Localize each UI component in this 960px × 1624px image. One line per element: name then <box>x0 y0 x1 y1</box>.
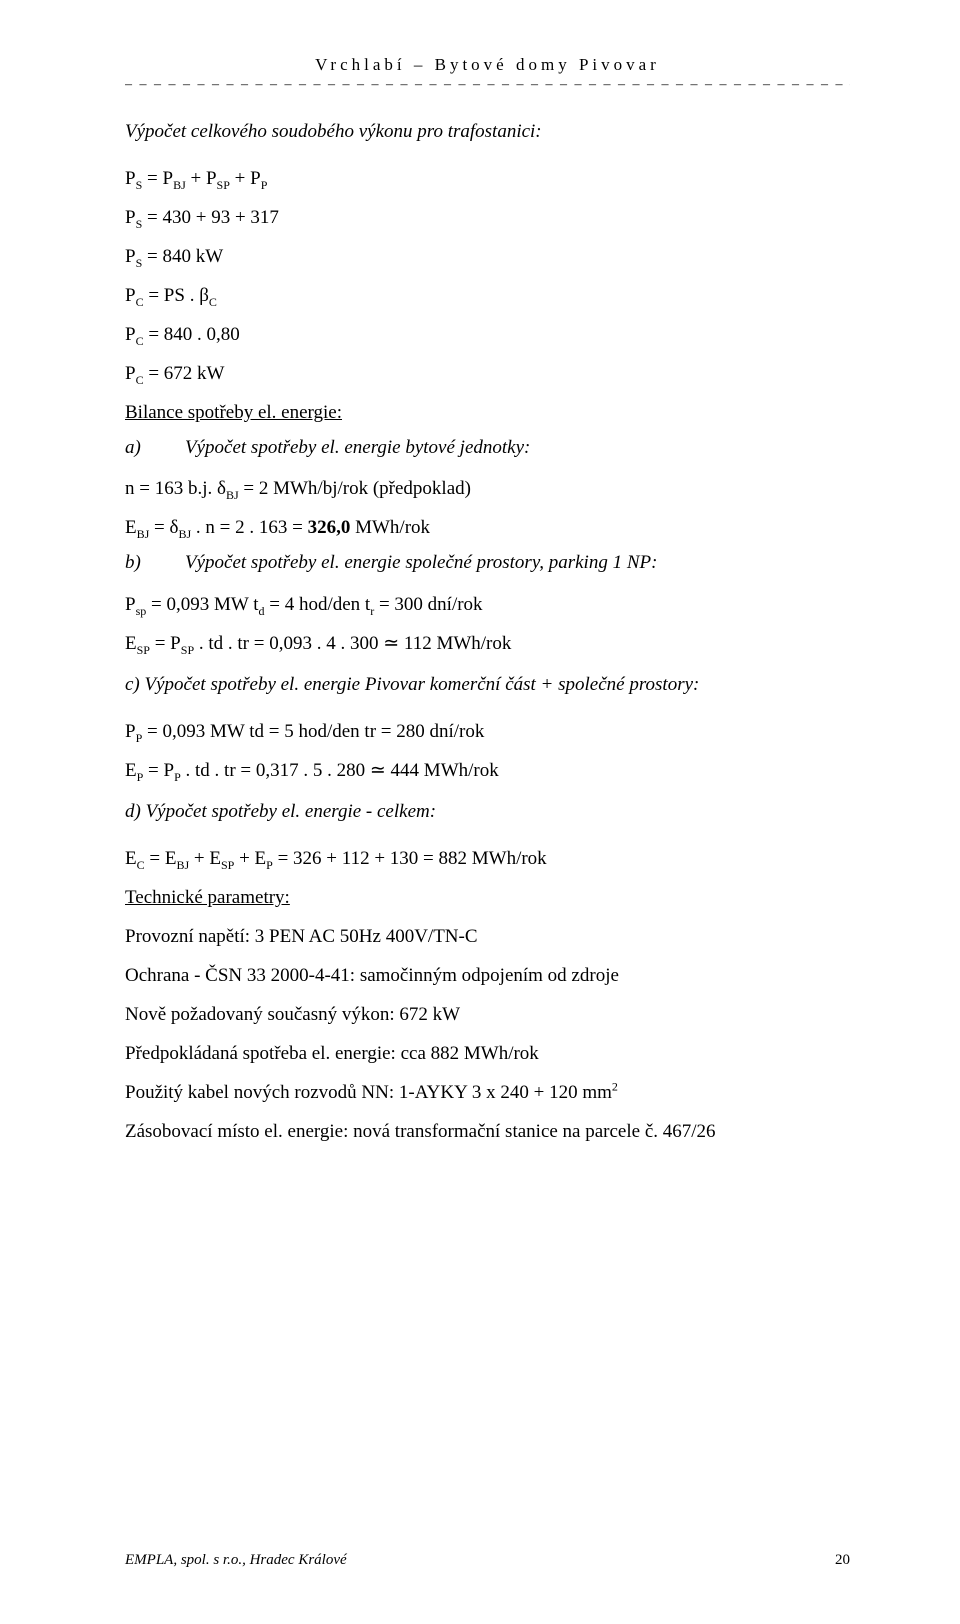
text: = 2 MWh/bj/rok (předpoklad) <box>239 478 471 499</box>
subscript: P <box>266 858 273 872</box>
text: P <box>125 363 136 384</box>
list-item-a: a) Výpočet spotřeby el. energie bytové j… <box>125 433 850 462</box>
bilance-heading: Bilance spotřeby el. energie: <box>125 394 850 433</box>
subscript: P <box>261 178 268 192</box>
superscript: 2 <box>612 1080 618 1094</box>
equation-line: PS = PBJ + PSP + PP <box>125 160 850 199</box>
equation-line: PS = 840 kW <box>125 238 850 277</box>
equation-line: PC = 840 . 0,80 <box>125 316 850 355</box>
text: P <box>125 207 136 228</box>
text: . n = 2 . 163 = <box>191 517 307 538</box>
text: = 4 hod/den t <box>264 594 370 615</box>
page-footer: EMPLA, spol. s r.o., Hradec Králové 20 <box>125 1552 850 1569</box>
body-line: Zásobovací místo el. energie: nová trans… <box>125 1113 850 1152</box>
body-line: Použitý kabel nových rozvodů NN: 1-AYKY … <box>125 1074 850 1113</box>
body-line: Nově požadovaný současný výkon: 672 kW <box>125 996 850 1035</box>
equation-line: PC = PS . βC <box>125 277 850 316</box>
text: P <box>125 324 136 345</box>
subscript: BJ <box>226 488 239 502</box>
list-text: Výpočet spotřeby el. energie bytové jedn… <box>185 433 530 462</box>
text: = 300 dní/rok <box>374 594 482 615</box>
subscript: P <box>174 770 181 784</box>
text: E <box>125 633 137 654</box>
subscript: sp <box>136 604 147 618</box>
text: P <box>125 168 136 189</box>
subscript: SP <box>181 642 194 656</box>
text: P <box>125 246 136 267</box>
text: = P <box>142 168 173 189</box>
text: = 430 + 93 + 317 <box>142 207 279 228</box>
subscript: C <box>209 295 217 309</box>
subscript: C <box>136 334 144 348</box>
text: = PS . β <box>144 285 209 306</box>
document-page: Vrchlabí – Bytové domy Pivovar – – – – –… <box>0 0 960 1624</box>
header-rule: – – – – – – – – – – – – – – – – – – – – … <box>125 77 850 93</box>
tech-params-heading: Technické parametry: <box>125 879 850 918</box>
text: . td . tr = 0,093 . 4 . 300 ≃ 112 MWh/ro… <box>194 633 511 654</box>
text: = 326 + 112 + 130 = 882 MWh/rok <box>273 848 547 869</box>
list-item-c: c) Výpočet spotřeby el. energie Pivovar … <box>125 670 850 699</box>
equation-line: EBJ = δBJ . n = 2 . 163 = 326,0 MWh/rok <box>125 509 850 548</box>
body-line: Předpokládaná spotřeba el. energie: cca … <box>125 1035 850 1074</box>
page-header: Vrchlabí – Bytové domy Pivovar <box>125 55 850 75</box>
text: = E <box>145 848 177 869</box>
equation-line: EC = EBJ + ESP + EP = 326 + 112 + 130 = … <box>125 840 850 879</box>
subscript: SP <box>221 858 234 872</box>
text: = 0,093 MW t <box>146 594 258 615</box>
text: = 0,093 MW td = 5 hod/den tr = 280 dní/r… <box>142 721 484 742</box>
footer-page-number: 20 <box>835 1552 850 1569</box>
equation-line: n = 163 b.j. δBJ = 2 MWh/bj/rok (předpok… <box>125 470 850 509</box>
text: = 840 . 0,80 <box>144 324 240 345</box>
text: = P <box>143 760 174 781</box>
subscript: BJ <box>173 178 186 192</box>
equation-line: PS = 430 + 93 + 317 <box>125 199 850 238</box>
text: + E <box>234 848 266 869</box>
text: MWh/rok <box>350 517 430 538</box>
subscript: SP <box>217 178 230 192</box>
equation-line: EP = PP . td . tr = 0,317 . 5 . 280 ≃ 44… <box>125 752 850 791</box>
equation-line: Psp = 0,093 MW td = 4 hod/den tr = 300 d… <box>125 586 850 625</box>
text: + P <box>230 168 261 189</box>
subscript: BJ <box>176 858 189 872</box>
list-text: Výpočet spotřeby el. energie společné pr… <box>185 548 657 577</box>
subscript: C <box>137 858 145 872</box>
text: n = 163 b.j. δ <box>125 478 226 499</box>
body-line: Provozní napětí: 3 PEN AC 50Hz 400V/TN-C <box>125 918 850 957</box>
text: = 672 kW <box>144 363 225 384</box>
text: Použitý kabel nových rozvodů NN: 1-AYKY … <box>125 1082 612 1103</box>
equation-line: ESP = PSP . td . tr = 0,093 . 4 . 300 ≃ … <box>125 625 850 664</box>
body-line: Ochrana - ČSN 33 2000-4-41: samočinným o… <box>125 957 850 996</box>
footer-left: EMPLA, spol. s r.o., Hradec Králové <box>125 1552 347 1569</box>
subscript: SP <box>137 642 150 656</box>
subscript: BJ <box>178 527 191 541</box>
section-title: Výpočet celkového soudobého výkonu pro t… <box>125 117 850 146</box>
text: + P <box>186 168 217 189</box>
text: P <box>125 285 136 306</box>
subscript: BJ <box>137 527 150 541</box>
text: E <box>125 517 137 538</box>
text: P <box>125 721 136 742</box>
text: E <box>125 760 137 781</box>
list-letter: b) <box>125 548 185 577</box>
subscript: C <box>136 295 144 309</box>
equation-line: PC = 672 kW <box>125 355 850 394</box>
text: . td . tr = 0,317 . 5 . 280 ≃ 444 MWh/ro… <box>181 760 499 781</box>
subscript: C <box>136 373 144 387</box>
text: = P <box>150 633 181 654</box>
text: = δ <box>149 517 178 538</box>
bold-value: 326,0 <box>308 517 351 538</box>
text: = 840 kW <box>142 246 223 267</box>
list-letter: a) <box>125 433 185 462</box>
list-item-d: d) Výpočet spotřeby el. energie - celkem… <box>125 797 850 826</box>
equation-line: PP = 0,093 MW td = 5 hod/den tr = 280 dn… <box>125 713 850 752</box>
list-item-b: b) Výpočet spotřeby el. energie společné… <box>125 548 850 577</box>
text: E <box>125 848 137 869</box>
text: + E <box>189 848 221 869</box>
text: P <box>125 594 136 615</box>
